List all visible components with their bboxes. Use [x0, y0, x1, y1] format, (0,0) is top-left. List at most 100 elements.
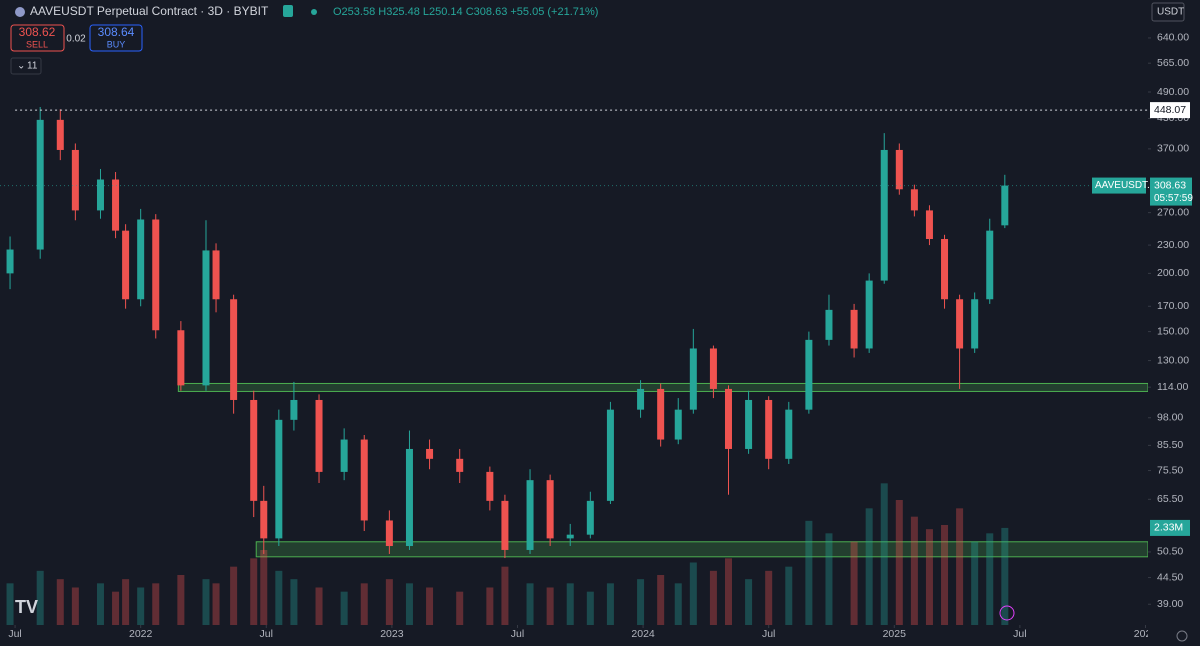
- y-tick-label: 270.00: [1157, 206, 1189, 218]
- x-tick-label: 2025: [883, 628, 907, 640]
- candle-body: [910, 189, 918, 211]
- candle-body: [290, 399, 298, 420]
- volume-bar: [112, 591, 120, 625]
- y-tick-label: 490.00: [1157, 86, 1189, 98]
- buy-button[interactable]: [89, 24, 143, 52]
- axes: 39.00 44.50 50.50 65.50 75.50 85.50 98.00 114.0…: [8, 32, 1200, 646]
- currency-button[interactable]: [1151, 2, 1185, 22]
- volume-bar: [657, 575, 665, 625]
- symbol-label-box: [1092, 177, 1146, 194]
- candle-body: [56, 119, 64, 150]
- settings-button[interactable]: [1176, 630, 1188, 642]
- y-tick-label: 85.50: [1157, 439, 1183, 451]
- ohlc: O253.58 H325.48 L250.14 C308.63 +55.05 (…: [333, 6, 598, 18]
- candle-body: [36, 119, 44, 250]
- volume-bar: [177, 575, 185, 625]
- volume-bar: [941, 525, 949, 625]
- candle-body: [340, 439, 348, 472]
- candle-body: [385, 520, 393, 547]
- volume-bar: [709, 570, 717, 625]
- candle-body: [526, 480, 534, 550]
- candle-body: [745, 399, 753, 449]
- y-tick-label: 98.00: [1157, 412, 1183, 424]
- candle-body: [865, 280, 873, 349]
- candle-body: [202, 250, 210, 386]
- volume-bar: [880, 483, 888, 625]
- volume-bar: [586, 591, 594, 625]
- volume-bar: [405, 583, 413, 625]
- volume-bar: [1001, 527, 1009, 625]
- sell-price: 308.62: [19, 25, 56, 39]
- volume-label: 2.33M: [1154, 522, 1183, 534]
- candle-body: [709, 348, 717, 389]
- plot-area: [0, 107, 1149, 625]
- candle-body: [566, 534, 574, 539]
- volume-bar: [689, 562, 697, 625]
- symbol-title: AAVEUSDT Perpetual Contract · 3D · BYBIT: [30, 4, 269, 18]
- candle-body: [546, 480, 554, 539]
- candle-body: [96, 179, 104, 211]
- volume-bar: [526, 583, 534, 625]
- x-tick-label: 2024: [631, 628, 655, 640]
- y-tick-label: 75.50: [1157, 464, 1183, 476]
- volume-bar: [360, 583, 368, 625]
- candle-body: [971, 299, 979, 349]
- candle-body: [315, 399, 323, 472]
- candle-body: [895, 149, 903, 190]
- candle-body: [501, 500, 509, 550]
- volume-bar: [426, 587, 434, 625]
- indicator-toggle[interactable]: [10, 57, 42, 75]
- candle-body: [212, 250, 220, 300]
- volume-bar: [546, 587, 554, 625]
- y-tick-label: 130.00: [1157, 354, 1189, 366]
- x-tick-label: Jul: [8, 628, 21, 640]
- volume-bar: [606, 583, 614, 625]
- candle-body: [986, 230, 994, 300]
- candle-body: [360, 439, 368, 521]
- candle-body: [71, 149, 79, 211]
- candle-body: [956, 299, 964, 349]
- y-tick-label: 370.00: [1157, 143, 1189, 155]
- flag[interactable]: [283, 5, 293, 17]
- candle-body: [724, 388, 732, 449]
- volume-bar: [315, 587, 323, 625]
- volume-bar: [724, 558, 732, 625]
- volume-bar: [674, 583, 682, 625]
- lightning-button[interactable]: [999, 605, 1015, 621]
- buy-label: BUY: [107, 39, 126, 49]
- candle-body: [785, 409, 793, 459]
- y-tick-label: 150.00: [1157, 325, 1189, 337]
- volume-bar: [202, 579, 210, 625]
- volume-bar: [895, 500, 903, 625]
- volume-bar: [566, 583, 574, 625]
- indicator-count: 11: [27, 61, 38, 72]
- candle-body: [426, 448, 434, 459]
- candle-body: [925, 210, 933, 240]
- volume-bar: [212, 583, 220, 625]
- indicator-chevron: ⌄: [17, 61, 25, 72]
- volume-bar: [250, 558, 258, 625]
- countdown: 05:57:59: [1154, 193, 1193, 204]
- volume-bar: [501, 566, 509, 625]
- candle-body: [122, 230, 130, 300]
- candle-body: [230, 299, 238, 400]
- candle-body: [152, 219, 160, 331]
- volume-label-box: [1150, 519, 1190, 536]
- sell-button[interactable]: [10, 24, 65, 52]
- candle-body: [112, 179, 120, 231]
- y-tick-label: 640.00: [1157, 32, 1189, 44]
- volume-bar: [637, 579, 645, 625]
- volume-bar: [385, 579, 393, 625]
- last-price-label: 308.63: [1154, 179, 1186, 191]
- x-tick-label: 2023: [380, 628, 404, 640]
- candle-body: [405, 448, 413, 547]
- sell-label: SELL: [26, 39, 48, 49]
- candle-body: [880, 149, 888, 281]
- y-tick-label: 230.00: [1157, 239, 1189, 251]
- volume-bar: [850, 541, 858, 625]
- volume-bar: [765, 570, 773, 625]
- y-tick-label: 65.50: [1157, 493, 1183, 505]
- candle-body: [637, 388, 645, 410]
- logo: TV: [15, 597, 38, 617]
